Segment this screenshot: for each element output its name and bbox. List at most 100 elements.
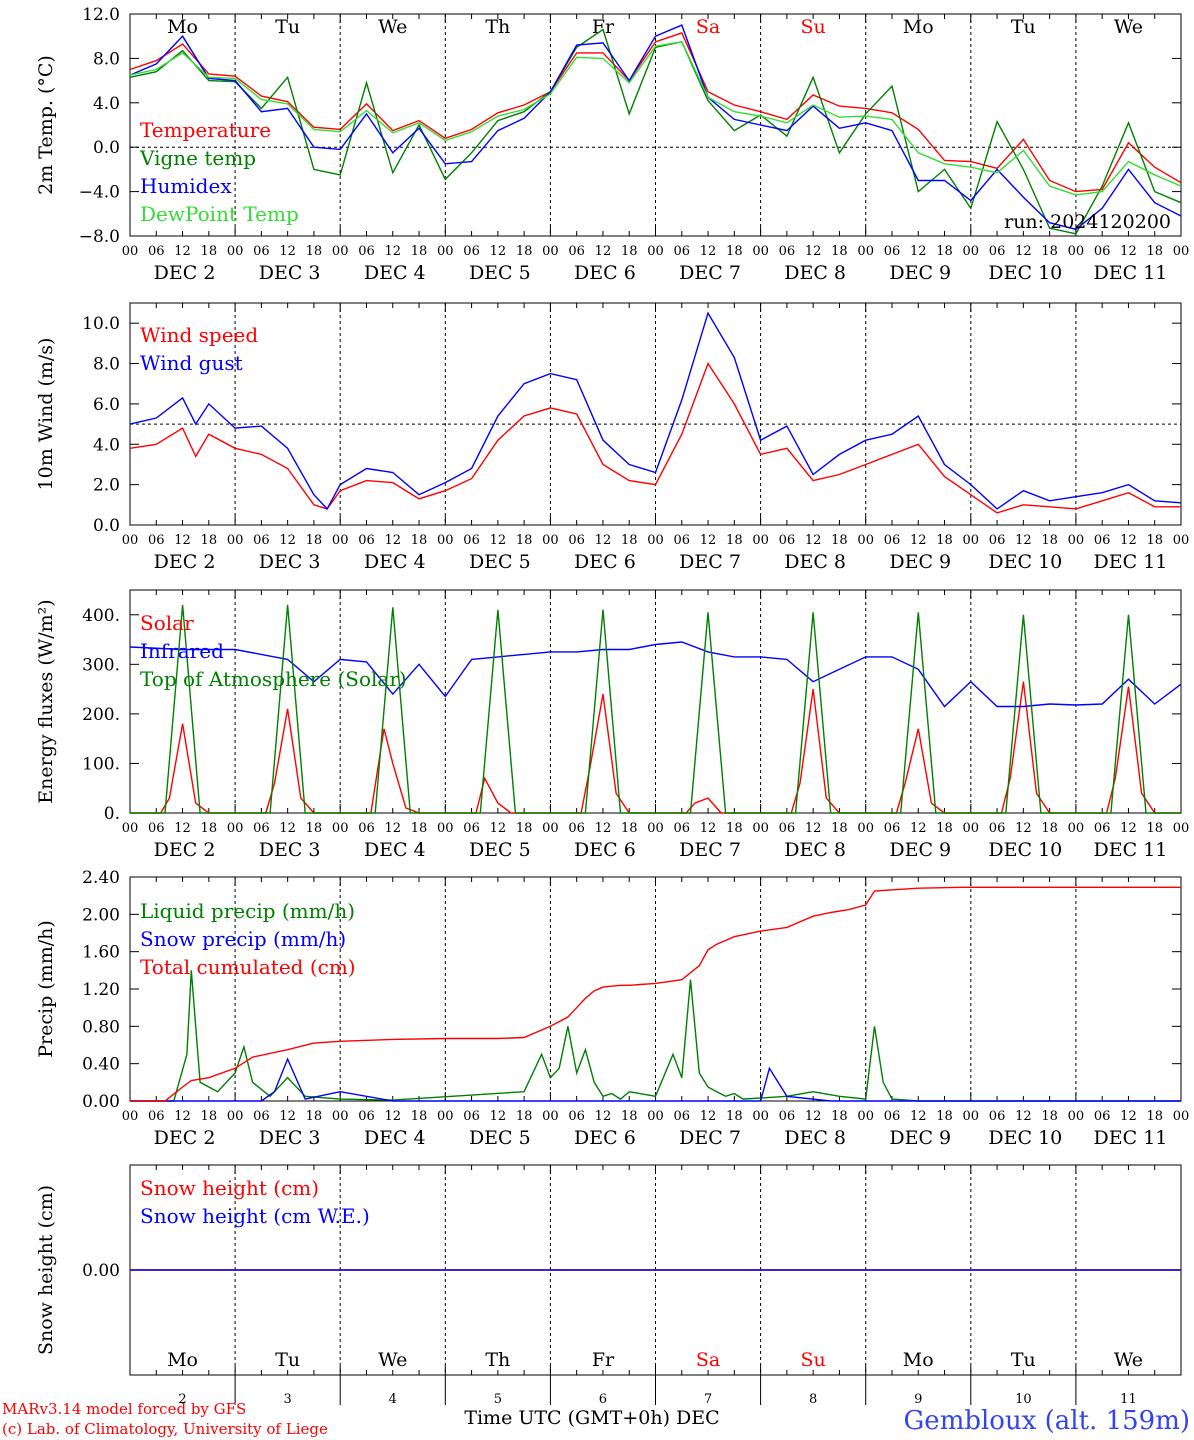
date-label: DEC 8	[784, 1127, 846, 1149]
hour-tick-label: 12	[595, 244, 612, 259]
date-label: DEC 6	[574, 551, 636, 573]
y-tick-label: 0.00	[82, 1092, 120, 1112]
legend-entry: Infrared	[140, 639, 224, 663]
hour-tick-label: 12	[1015, 1109, 1032, 1124]
hour-tick-label: 12	[910, 244, 927, 259]
hour-tick-label: 00	[963, 244, 980, 259]
date-label: DEC 2	[154, 262, 216, 284]
hour-tick-label: 18	[1146, 533, 1163, 548]
hour-tick-label: 12	[700, 1109, 717, 1124]
day-name: Mo	[167, 16, 198, 38]
y-tick-label: 1.20	[82, 980, 120, 1000]
legend-entry: Wind gust	[140, 351, 243, 375]
day-number: 8	[809, 1392, 817, 1407]
date-label: DEC 11	[1094, 262, 1168, 284]
date-label: DEC 6	[574, 839, 636, 861]
hour-tick-label: 18	[831, 1109, 848, 1124]
y-tick-label: −8.0	[79, 227, 120, 247]
date-label: DEC 4	[364, 1127, 426, 1149]
hour-tick-label: 18	[831, 244, 848, 259]
date-label: DEC 7	[679, 551, 741, 573]
date-label: DEC 7	[679, 1127, 741, 1149]
hour-tick-label: 18	[726, 533, 743, 548]
hour-tick-label: 12	[490, 1109, 507, 1124]
y-tick-label: 0.80	[82, 1017, 120, 1037]
legend-entry: DewPoint Temp	[140, 202, 299, 226]
date-label: DEC 8	[784, 262, 846, 284]
date-label: DEC 3	[259, 262, 321, 284]
hour-tick-label: 06	[148, 533, 165, 548]
hour-tick-label: 06	[148, 1109, 165, 1124]
hour-tick-label: 00	[1173, 821, 1190, 836]
hour-tick-label: 18	[516, 821, 533, 836]
panel-5: Mo Tu We Th Fr Sa Su Mo Tu We 2 3 4 5 6 7 8 9 10 11 0.00 Snow…	[35, 1164, 1182, 1407]
hour-tick-label: 06	[989, 244, 1006, 259]
date-label: DEC 3	[259, 839, 321, 861]
day-number: 7	[704, 1392, 712, 1407]
hour-tick-label: 18	[621, 533, 638, 548]
series-line	[129, 24, 1182, 231]
hour-tick-label: 00	[437, 1109, 454, 1124]
hour-tick-label: 06	[989, 1109, 1006, 1124]
hour-tick-label: 12	[1015, 821, 1032, 836]
hour-tick-label: 12	[595, 1109, 612, 1124]
hour-tick-label: 12	[595, 821, 612, 836]
hour-tick-label: 00	[1068, 533, 1085, 548]
date-label: DEC 2	[154, 839, 216, 861]
hour-tick-label: 12	[279, 1109, 296, 1124]
y-tick-label: 0.00	[82, 1261, 120, 1281]
hour-tick-label: 18	[411, 244, 428, 259]
date-label: DEC 5	[469, 1127, 531, 1149]
hour-tick-label: 00	[437, 533, 454, 548]
hour-tick-label: 06	[358, 244, 375, 259]
date-label: DEC 10	[988, 551, 1062, 573]
hour-tick-label: 00	[647, 821, 664, 836]
series-line	[130, 886, 1181, 1102]
legend-entry: Vigne temp	[139, 146, 256, 170]
y-tick-label: 4.0	[93, 435, 120, 455]
date-label: DEC 8	[784, 551, 846, 573]
hour-tick-label: 06	[884, 1109, 901, 1124]
hour-tick-label: 00	[542, 244, 559, 259]
hour-tick-label: 12	[490, 244, 507, 259]
hour-tick-label: 06	[989, 821, 1006, 836]
legend-entry: Top of Atmosphere (Solar)	[140, 667, 407, 691]
y-tick-label: 0.	[104, 804, 120, 824]
hour-tick-label: 12	[384, 1109, 401, 1124]
credit-line-1: MARv3.14 model forced by GFS	[2, 1400, 246, 1418]
date-label: DEC 4	[364, 262, 426, 284]
hour-tick-label: 12	[174, 533, 191, 548]
hour-tick-label: 00	[963, 533, 980, 548]
date-label: DEC 5	[469, 262, 531, 284]
date-label: DEC 4	[364, 551, 426, 573]
hour-tick-label: 00	[332, 821, 349, 836]
date-label: DEC 3	[259, 551, 321, 573]
hour-tick-label: 06	[148, 821, 165, 836]
hour-tick-label: 06	[358, 533, 375, 548]
series-line	[130, 1057, 1181, 1102]
day-name: Mo	[167, 1349, 198, 1371]
day-name: Su	[801, 16, 826, 38]
day-name: Tu	[1011, 1349, 1036, 1371]
hour-tick-label: 00	[752, 244, 769, 259]
hour-tick-label: 18	[831, 821, 848, 836]
hour-tick-label: 12	[1120, 533, 1137, 548]
hour-tick-label: 18	[411, 821, 428, 836]
hour-tick-label: 00	[437, 821, 454, 836]
hour-tick-label: 00	[227, 821, 244, 836]
day-name: Mo	[903, 16, 934, 38]
hour-tick-label: 00	[1173, 533, 1190, 548]
hour-tick-label: 18	[516, 533, 533, 548]
hour-tick-label: 12	[805, 1109, 822, 1124]
y-tick-label: 2.40	[82, 868, 120, 888]
hour-tick-label: 00	[542, 821, 559, 836]
hour-tick-label: 00	[227, 244, 244, 259]
hour-tick-label: 00	[857, 1109, 874, 1124]
date-label: DEC 9	[889, 551, 951, 573]
day-name: Su	[801, 1349, 826, 1371]
date-label: DEC 11	[1094, 551, 1168, 573]
day-name: Th	[485, 16, 510, 38]
y-tick-label: 12.0	[82, 5, 120, 25]
hour-tick-label: 00	[857, 821, 874, 836]
hour-tick-label: 12	[700, 533, 717, 548]
